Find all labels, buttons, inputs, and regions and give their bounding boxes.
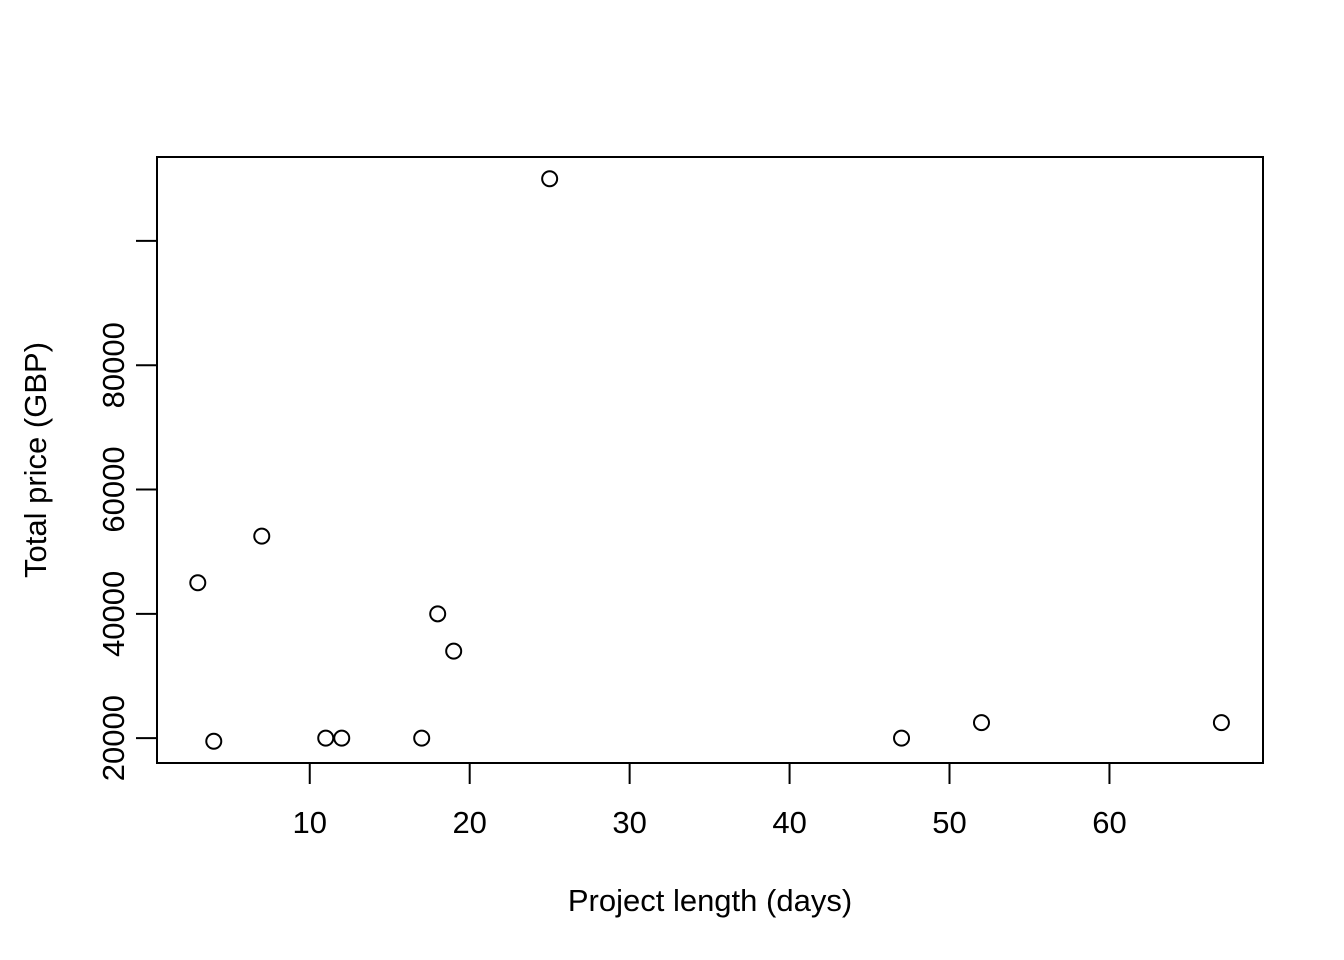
- data-point: [413, 729, 431, 747]
- plot-area-frame: [156, 156, 1264, 764]
- data-point: [205, 732, 223, 750]
- y-tick-label: 80000: [96, 322, 131, 408]
- data-point: [973, 714, 991, 732]
- x-tick-label: 50: [932, 805, 966, 840]
- y-tick-label: 60000: [96, 446, 131, 532]
- y-tick-label: 20000: [96, 695, 131, 781]
- data-points: [189, 170, 1230, 750]
- x-tick-label: 30: [612, 805, 646, 840]
- x-tick-label: 20: [452, 805, 486, 840]
- x-tick-label: 10: [293, 805, 327, 840]
- x-axis: 10 20 30 40 50 60: [293, 762, 1127, 840]
- data-point: [317, 729, 335, 747]
- x-tick-label: 40: [772, 805, 806, 840]
- data-point: [189, 574, 207, 592]
- data-point: [541, 170, 559, 188]
- data-point: [429, 605, 447, 623]
- y-axis-label: Total price (GBP): [18, 342, 53, 578]
- x-axis-label: Project length (days): [568, 883, 852, 918]
- data-point: [893, 729, 911, 747]
- data-point: [1212, 714, 1230, 732]
- x-tick-label: 60: [1092, 805, 1126, 840]
- data-point: [445, 642, 463, 660]
- data-point: [333, 729, 351, 747]
- y-tick-label: 40000: [96, 571, 131, 657]
- y-axis: 20000 40000 60000 80000: [96, 239, 158, 781]
- data-point: [253, 527, 271, 545]
